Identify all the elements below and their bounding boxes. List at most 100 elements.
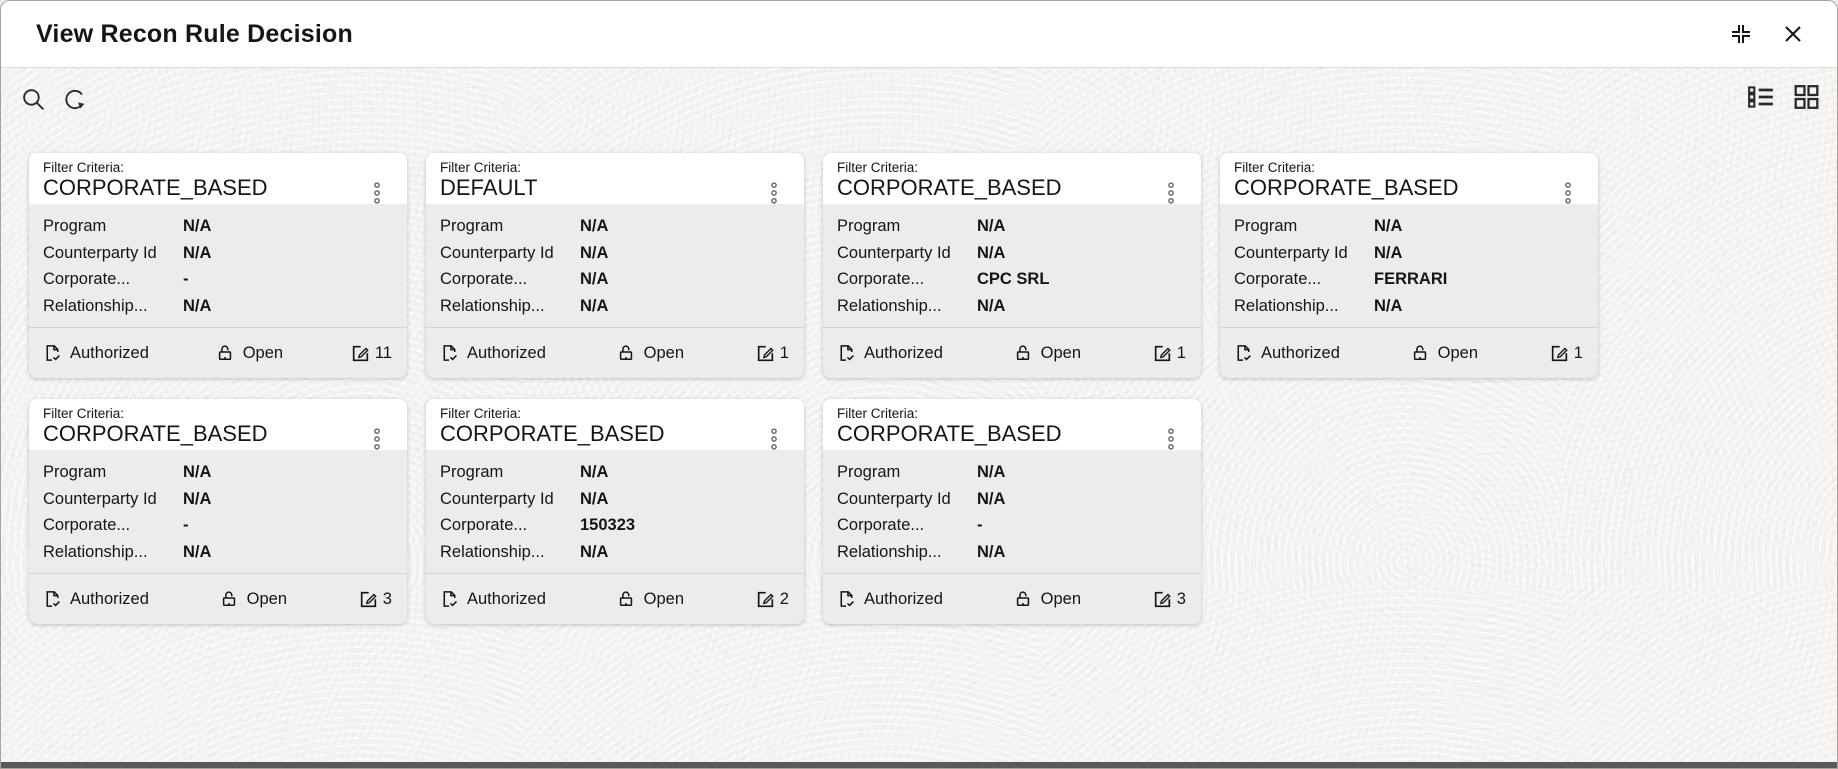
bottom-window-edge [1, 762, 1837, 768]
authorized-status: Authorized [440, 343, 546, 363]
card-body: Program N/A Counterparty Id N/A Corporate.… [426, 204, 804, 327]
edit-square-icon [1154, 591, 1171, 607]
collapse-button[interactable] [1725, 18, 1757, 50]
filter-criteria-label: Filter Criteria: [837, 160, 919, 175]
edit-count-value: 1 [1176, 343, 1186, 362]
recon-rule-card[interactable]: Filter Criteria: CORPORATE_BASED Program… [29, 399, 407, 624]
lock-open-icon [1016, 345, 1029, 361]
field-value: N/A [183, 489, 212, 508]
field-value: N/A [977, 489, 1006, 508]
field-label: Counterparty Id [837, 243, 951, 262]
field-label: Relationship... [43, 296, 148, 315]
search-button[interactable] [21, 87, 46, 112]
edit-count-value: 11 [374, 343, 392, 362]
field-label: Program [440, 463, 504, 481]
card-title: CORPORATE_BASED [43, 422, 268, 446]
close-button[interactable] [1779, 20, 1807, 48]
refresh-button[interactable] [62, 87, 87, 112]
field-value: N/A [977, 542, 1006, 561]
edit-square-icon [1154, 345, 1171, 361]
field-label: Program [1234, 217, 1298, 235]
kebab-menu-icon [771, 428, 777, 450]
open-status: Open [617, 343, 684, 363]
edit-square-icon [360, 591, 377, 607]
authorized-label: Authorized [467, 589, 546, 608]
edit-count: 1 [1152, 343, 1186, 364]
card-footer: Authorized Open 3 [823, 573, 1201, 624]
card-footer: Authorized Open 3 [29, 573, 407, 624]
open-status: Open [1411, 343, 1478, 363]
field-label: Relationship... [440, 296, 545, 315]
field-value: N/A [183, 296, 212, 315]
field-value: - [183, 516, 189, 534]
field-value: N/A [183, 243, 212, 262]
collapse-icon [1732, 25, 1750, 43]
open-label: Open [246, 589, 288, 608]
authorized-status: Authorized [43, 589, 149, 609]
field-value: N/A [580, 542, 609, 561]
recon-rule-card[interactable]: Filter Criteria: DEFAULT Program N/A Coun… [426, 153, 804, 378]
kebab-menu-button[interactable] [768, 426, 780, 452]
authorized-label: Authorized [864, 343, 943, 362]
open-label: Open [1040, 589, 1082, 608]
field-label: Counterparty Id [440, 489, 554, 508]
edit-square-icon [1551, 345, 1568, 361]
field-value: N/A [580, 489, 609, 508]
lock-open-icon [218, 345, 231, 361]
kebab-menu-button[interactable] [1165, 180, 1177, 206]
document-check-icon [46, 345, 60, 361]
card-body: Program N/A Counterparty Id N/A Corporate.… [823, 204, 1201, 327]
filter-criteria-label: Filter Criteria: [43, 160, 125, 175]
recon-rule-card[interactable]: Filter Criteria: CORPORATE_BASED Program… [1220, 153, 1598, 378]
card-grid: Filter Criteria: CORPORATE_BASED Program… [29, 153, 1601, 624]
edit-count: 3 [358, 589, 392, 610]
kebab-menu-button[interactable] [371, 426, 383, 452]
field-label: Relationship... [43, 542, 148, 561]
document-check-icon [443, 345, 457, 361]
list-view-button[interactable] [1748, 85, 1774, 109]
recon-rule-card[interactable]: Filter Criteria: CORPORATE_BASED Program… [29, 153, 407, 378]
field-value: N/A [580, 217, 609, 235]
authorized-label: Authorized [1261, 343, 1340, 362]
grid-view-button[interactable] [1794, 85, 1819, 109]
field-label: Corporate... [837, 516, 925, 534]
open-status: Open [617, 589, 684, 609]
field-value: N/A [977, 243, 1006, 262]
recon-rule-card[interactable]: Filter Criteria: CORPORATE_BASED Program… [823, 153, 1201, 378]
card-title: CORPORATE_BASED [1234, 176, 1459, 200]
field-label: Relationship... [837, 542, 942, 561]
authorized-label: Authorized [70, 589, 149, 608]
kebab-menu-button[interactable] [1165, 426, 1177, 452]
card-title: CORPORATE_BASED [837, 422, 1062, 446]
authorized-status: Authorized [837, 343, 943, 363]
field-value: N/A [183, 542, 212, 561]
field-value: N/A [977, 217, 1006, 235]
document-check-icon [840, 591, 854, 607]
field-label: Relationship... [440, 542, 545, 561]
open-status: Open [220, 589, 287, 609]
kebab-menu-button[interactable] [1562, 180, 1574, 206]
kebab-menu-icon [1565, 182, 1571, 204]
kebab-menu-button[interactable] [768, 180, 780, 206]
card-header: Filter Criteria: CORPORATE_BASED [426, 399, 804, 450]
field-value: N/A [1374, 217, 1403, 235]
field-value: N/A [580, 296, 609, 315]
lock-open-icon [619, 345, 632, 361]
field-value: 150323 [580, 516, 636, 534]
kebab-menu-icon [1168, 428, 1174, 450]
card-body: Program N/A Counterparty Id N/A Corporate.… [426, 450, 804, 573]
kebab-menu-button[interactable] [371, 180, 383, 206]
authorized-label: Authorized [467, 343, 546, 362]
recon-rule-card[interactable]: Filter Criteria: CORPORATE_BASED Program… [426, 399, 804, 624]
edit-count: 2 [755, 589, 789, 610]
authorized-status: Authorized [1234, 343, 1340, 363]
field-label: Counterparty Id [43, 243, 157, 262]
field-value: - [977, 516, 983, 534]
field-value: FERRARI [1374, 270, 1448, 288]
field-value: N/A [977, 463, 1006, 481]
open-status: Open [216, 343, 283, 363]
recon-rule-card[interactable]: Filter Criteria: CORPORATE_BASED Program… [823, 399, 1201, 624]
edit-square-icon [757, 345, 774, 361]
card-title: DEFAULT [440, 176, 538, 200]
